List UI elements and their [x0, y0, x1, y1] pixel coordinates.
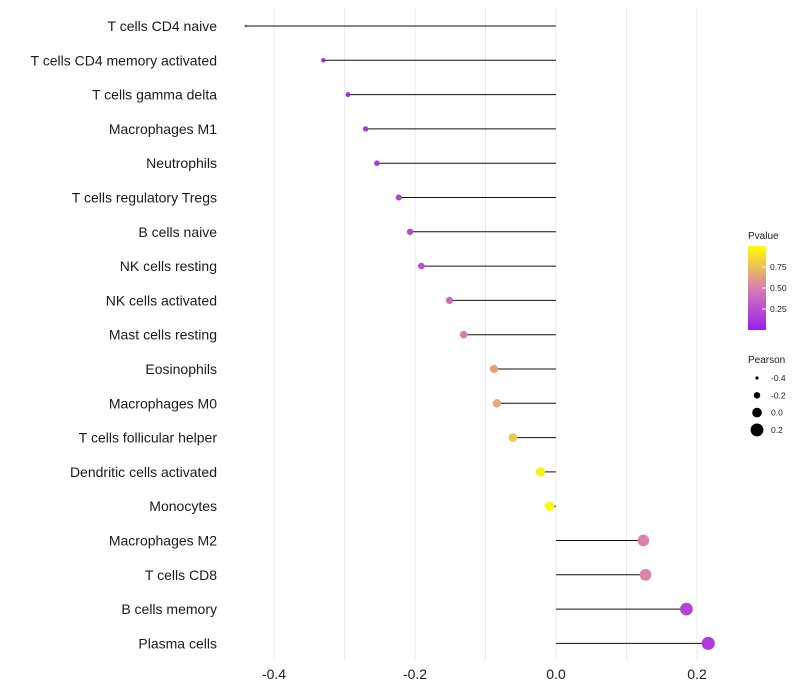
category-label: Macrophages M2	[109, 533, 217, 549]
lollipop-point	[637, 534, 650, 547]
x-axis-ticks: -0.4 -0.2 0.0 0.2	[262, 666, 707, 682]
lollipop-point	[406, 228, 414, 235]
category-label: Plasma cells	[138, 635, 217, 651]
size-legend-label: -0.4	[771, 373, 786, 383]
category-label: T cells gamma delta	[92, 87, 217, 103]
category-label: Neutrophils	[146, 155, 217, 171]
colorbar-tick-label: 0.75	[770, 262, 787, 272]
size-legend-point	[755, 376, 759, 380]
lollipop-point	[535, 467, 546, 477]
category-labels: T cells CD4 naive T cells CD4 memory acti…	[31, 18, 218, 651]
size-legend-point	[752, 407, 762, 418]
category-label: Macrophages M1	[109, 121, 217, 137]
lollipop-point	[639, 568, 652, 581]
pearson-legend: Pearson -0.4 -0.2 0.0 0.2	[748, 355, 786, 437]
x-tick-label: -0.2	[403, 666, 427, 682]
lollipop-point	[445, 296, 454, 305]
category-label: Eosinophils	[145, 361, 217, 377]
lollipop-point	[680, 602, 693, 616]
lollipop-point	[244, 24, 248, 28]
category-label: NK cells resting	[120, 258, 217, 274]
lollipop-point	[345, 92, 351, 98]
category-label: Mast cells resting	[109, 327, 217, 343]
lollipop-point	[492, 399, 501, 408]
lollipop-point	[544, 501, 555, 511]
category-label: T cells follicular helper	[79, 430, 218, 446]
category-label: T cells CD8	[145, 567, 217, 583]
size-legend-label: 0.0	[771, 408, 783, 418]
pvalue-legend: Pvalue 0.75 0.50 0.25	[748, 231, 787, 330]
size-legend-label: 0.2	[771, 425, 783, 435]
pvalue-colorbar	[748, 246, 766, 330]
size-legend-point	[750, 423, 764, 437]
x-tick-label: -0.4	[262, 666, 286, 682]
lollipop-point	[508, 433, 518, 442]
x-tick-label: 0.2	[687, 666, 707, 682]
category-label: Macrophages M0	[109, 395, 217, 411]
size-legend-point	[753, 392, 761, 399]
lollipop-stems	[245, 25, 709, 644]
size-legend-label: -0.2	[771, 390, 786, 400]
category-label: Dendritic cells activated	[70, 464, 217, 480]
pearson-legend-title: Pearson	[748, 355, 785, 366]
x-tick-label: 0.0	[546, 666, 566, 682]
colorbar-tick-label: 0.50	[770, 283, 787, 293]
lollipop-point	[489, 364, 499, 374]
category-label: Monocytes	[149, 498, 217, 514]
lollipop-point	[374, 160, 380, 166]
lollipop-point	[459, 330, 468, 339]
colorbar-tick-label: 0.25	[770, 304, 787, 314]
lollipop-point	[362, 126, 369, 132]
category-label: T cells regulatory Tregs	[72, 190, 217, 206]
lollipop-point	[701, 636, 715, 650]
lollipop-points	[244, 24, 715, 650]
category-label: B cells naive	[138, 224, 217, 240]
lollipop-point	[395, 194, 402, 201]
category-label: T cells CD4 naive	[108, 18, 218, 34]
pvalue-legend-title: Pvalue	[748, 231, 779, 242]
category-label: T cells CD4 memory activated	[31, 52, 217, 68]
lollipop-point	[418, 262, 425, 270]
grid-lines	[273, 8, 698, 660]
lollipop-point	[321, 58, 326, 63]
category-label: NK cells activated	[106, 292, 217, 308]
category-label: B cells memory	[121, 601, 217, 617]
